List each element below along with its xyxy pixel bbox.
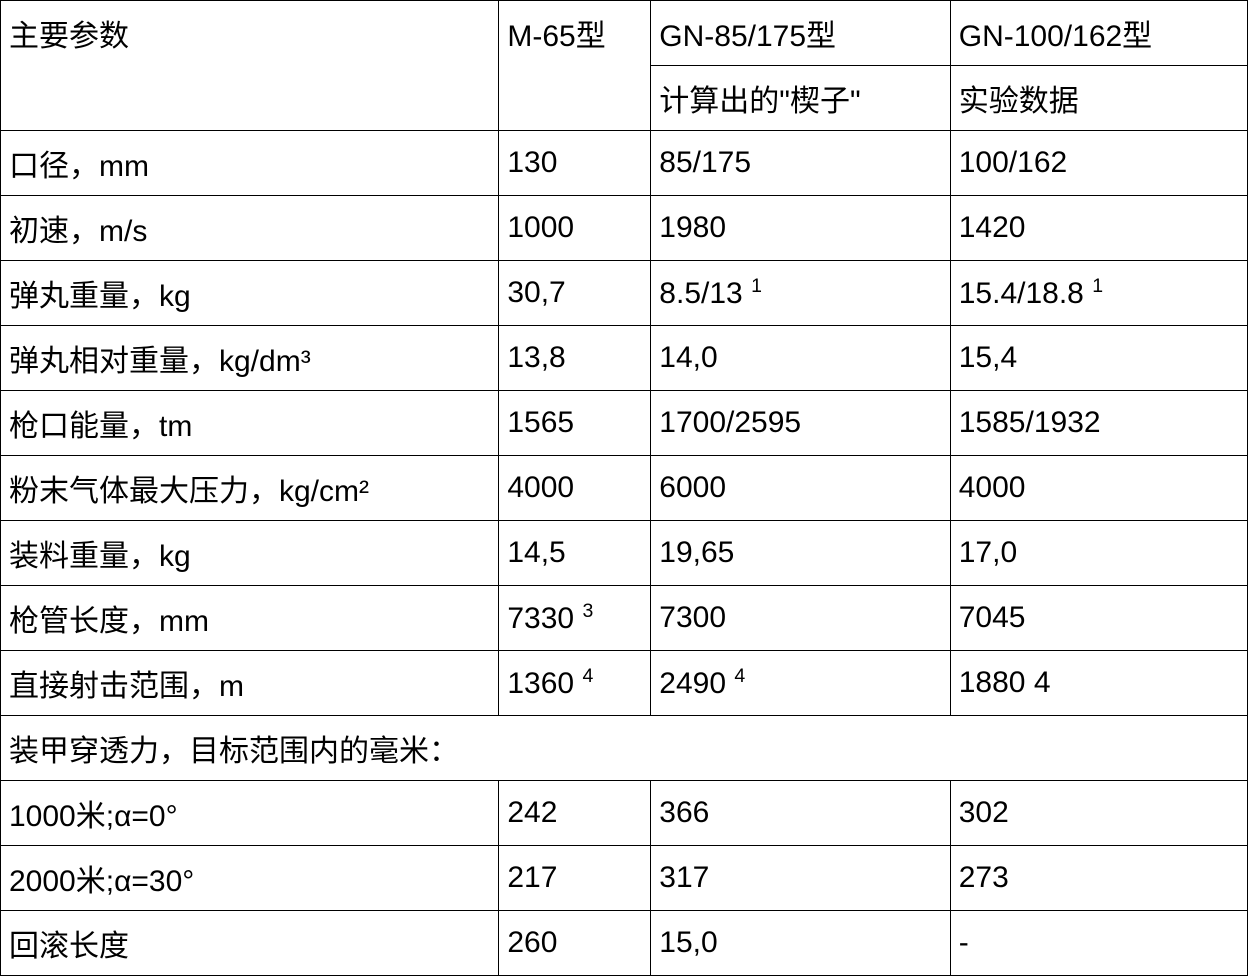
- gn85-cell: 14,0: [651, 326, 950, 391]
- gn85-cell: 85/175: [651, 131, 950, 196]
- table-row: 2000米;α=30°217317273: [1, 846, 1248, 911]
- gn85-cell: 15,0: [651, 911, 950, 976]
- m65-cell: 260: [499, 911, 651, 976]
- param-label: 回滚长度: [1, 911, 499, 976]
- param-label: 弹丸重量，kg: [1, 261, 499, 326]
- gn100-cell: 1880 4: [950, 651, 1247, 716]
- gn100-cell: 4000: [950, 456, 1247, 521]
- param-label: 粉末气体最大压力，kg/cm²: [1, 456, 499, 521]
- gn100-cell: 273: [950, 846, 1247, 911]
- gn85-cell: 7300: [651, 586, 950, 651]
- m65-cell: 14,5: [499, 521, 651, 586]
- gn100-cell: -: [950, 911, 1247, 976]
- table-row: 装料重量，kg14,519,6517,0: [1, 521, 1248, 586]
- m65-cell: 1000: [499, 196, 651, 261]
- table-row: 1000米;α=0°242366302: [1, 781, 1248, 846]
- gn85-cell: 2490 4: [651, 651, 950, 716]
- gn100-cell: 100/162: [950, 131, 1247, 196]
- gn85-cell: 366: [651, 781, 950, 846]
- parameters-table: 主要参数 M-65型 GN-85/175型 GN-100/162型 计算出的"楔…: [0, 0, 1248, 976]
- gn100-cell: 15,4: [950, 326, 1247, 391]
- gn100-cell: 1585/1932: [950, 391, 1247, 456]
- table-row: 枪管长度，mm7330 373007045: [1, 586, 1248, 651]
- gn85-cell: 6000: [651, 456, 950, 521]
- gn100-cell: 15.4/18.8 1: [950, 261, 1247, 326]
- m65-cell: 7330 3: [499, 586, 651, 651]
- table-row: 弹丸相对重量，kg/dm³13,814,015,4: [1, 326, 1248, 391]
- param-label: 直接射击范围，m: [1, 651, 499, 716]
- gn100-cell: 7045: [950, 586, 1247, 651]
- table-row: 直接射击范围，m1360 42490 41880 4: [1, 651, 1248, 716]
- m65-cell: 1360 4: [499, 651, 651, 716]
- gn85-cell: 8.5/13 1: [651, 261, 950, 326]
- sub-gn85-header: 计算出的"楔子": [651, 66, 950, 131]
- m65-cell: 13,8: [499, 326, 651, 391]
- m65-cell: 242: [499, 781, 651, 846]
- param-label: 1000米;α=0°: [1, 781, 499, 846]
- table-row: 回滚长度26015,0-: [1, 911, 1248, 976]
- table-body: 主要参数 M-65型 GN-85/175型 GN-100/162型 计算出的"楔…: [1, 1, 1248, 976]
- table-row: 枪口能量，tm15651700/25951585/1932: [1, 391, 1248, 456]
- param-label: 枪管长度，mm: [1, 586, 499, 651]
- param-label: 枪口能量，tm: [1, 391, 499, 456]
- gn85-cell: 317: [651, 846, 950, 911]
- gn100-cell: 1420: [950, 196, 1247, 261]
- col-gn100-header: GN-100/162型: [950, 1, 1247, 66]
- m65-cell: 30,7: [499, 261, 651, 326]
- param-label: 装料重量，kg: [1, 521, 499, 586]
- table-row: 粉末气体最大压力，kg/cm²400060004000: [1, 456, 1248, 521]
- header-row-1: 主要参数 M-65型 GN-85/175型 GN-100/162型: [1, 1, 1248, 66]
- sub-gn100-header: 实验数据: [950, 66, 1247, 131]
- param-label: 口径，mm: [1, 131, 499, 196]
- param-label: 弹丸相对重量，kg/dm³: [1, 326, 499, 391]
- gn100-cell: 17,0: [950, 521, 1247, 586]
- table-row: 口径，mm13085/175100/162: [1, 131, 1248, 196]
- param-label: 初速，m/s: [1, 196, 499, 261]
- table-row: 装甲穿透力，目标范围内的毫米：: [1, 716, 1248, 781]
- gn85-cell: 1700/2595: [651, 391, 950, 456]
- m65-cell: 1565: [499, 391, 651, 456]
- m65-cell: 130: [499, 131, 651, 196]
- col-gn85-header: GN-85/175型: [651, 1, 950, 66]
- table-row: 初速，m/s100019801420: [1, 196, 1248, 261]
- gn100-cell: 302: [950, 781, 1247, 846]
- gn85-cell: 1980: [651, 196, 950, 261]
- col-m65-header: M-65型: [499, 1, 651, 131]
- m65-cell: 4000: [499, 456, 651, 521]
- table-row: 弹丸重量，kg30,78.5/13 115.4/18.8 1: [1, 261, 1248, 326]
- param-header: 主要参数: [1, 1, 499, 131]
- gn85-cell: 19,65: [651, 521, 950, 586]
- section-header-cell: 装甲穿透力，目标范围内的毫米：: [1, 716, 1248, 781]
- m65-cell: 217: [499, 846, 651, 911]
- param-label: 2000米;α=30°: [1, 846, 499, 911]
